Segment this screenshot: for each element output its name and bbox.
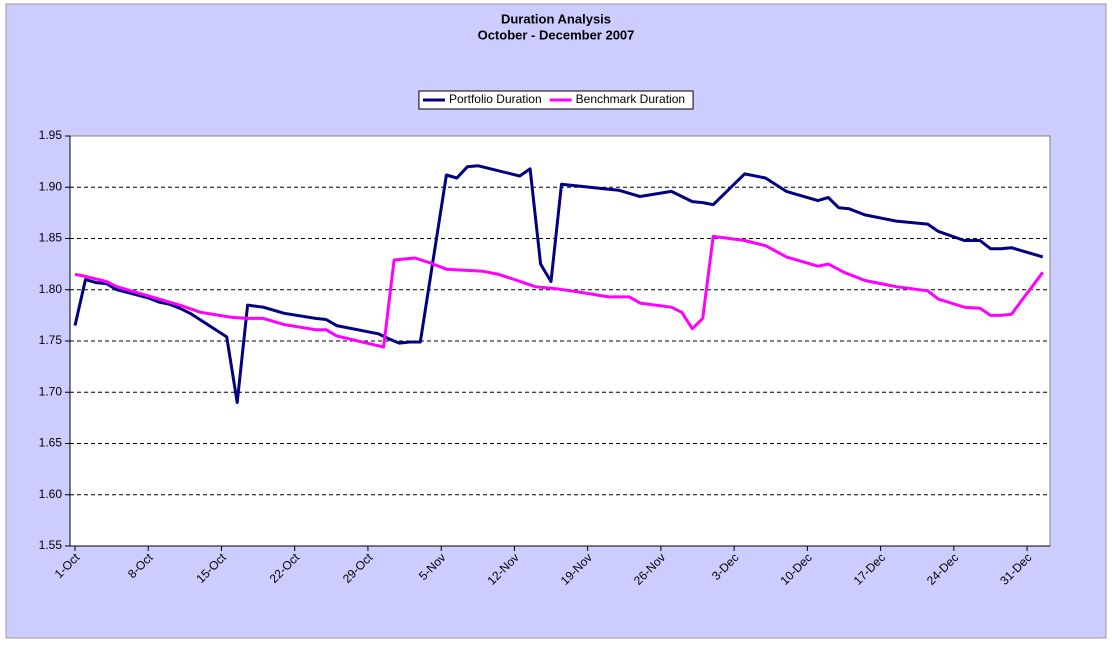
series-line xyxy=(73,164,1044,404)
y-tick-label: 1.60 xyxy=(39,487,63,501)
y-tick-label: 1.55 xyxy=(39,538,63,552)
series-line xyxy=(74,234,1045,349)
chart-title: Duration Analysis xyxy=(501,11,611,26)
y-tick-label: 1.65 xyxy=(39,436,63,450)
y-tick-label: 1.95 xyxy=(39,128,63,142)
y-tick-label: 1.75 xyxy=(39,333,63,347)
y-tick-label: 1.80 xyxy=(39,282,63,296)
y-tick-label: 1.90 xyxy=(39,179,63,193)
legend-label: Portfolio Duration xyxy=(449,92,542,106)
legend-label: Benchmark Duration xyxy=(576,92,685,106)
legend: Portfolio Duration Benchmark Duration xyxy=(418,90,694,110)
chart-subtitle: October - December 2007 xyxy=(478,27,635,42)
y-tick-label: 1.70 xyxy=(39,384,63,398)
y-tick-label: 1.85 xyxy=(39,231,63,245)
